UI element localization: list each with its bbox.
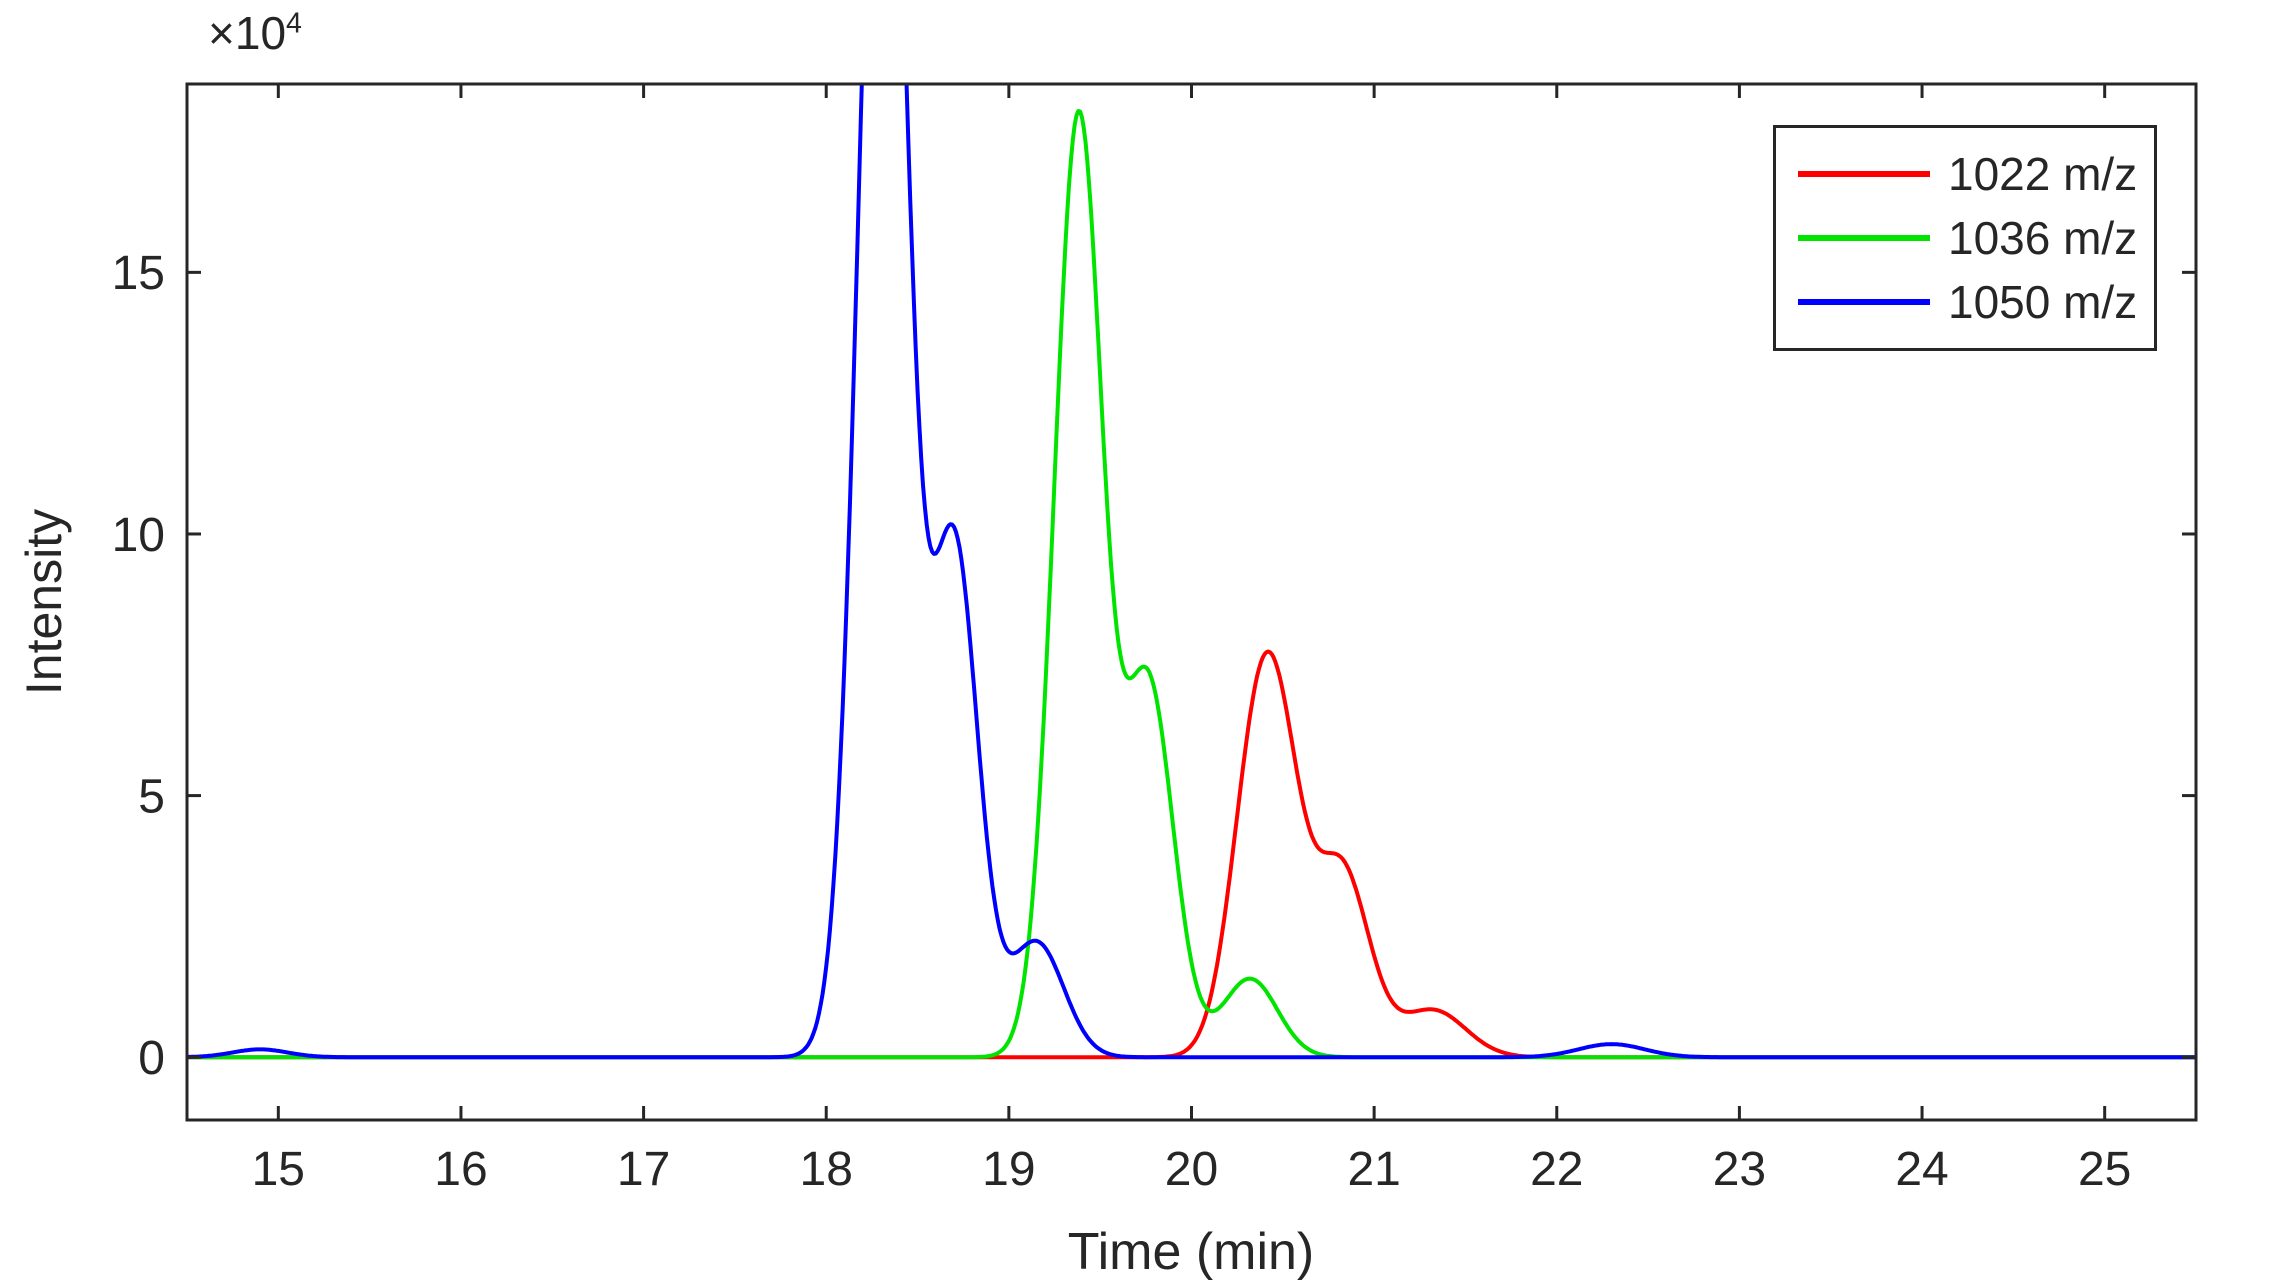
x-tick-label: 17 [617,1143,670,1196]
y-tick-label: 15 [112,247,165,300]
x-tick-label: 25 [2078,1143,2131,1196]
x-tick-label: 19 [982,1143,1035,1196]
y-tick-label: 10 [112,509,165,562]
legend-entry: 1022 m/z [1798,142,2154,206]
legend-box: 1022 m/z 1036 m/z 1050 m/z [1773,125,2157,351]
legend-entry: 1050 m/z [1798,270,2154,334]
x-axis-label: Time (min) [1067,1223,1315,1281]
legend-line-sample [1798,171,1930,177]
legend-label: 1050 m/z [1948,276,2138,328]
y-axis-exponent: ×104 [208,6,302,60]
y-tick-label: 0 [138,1032,165,1085]
legend-line-sample [1798,299,1930,305]
legend-line-sample [1798,235,1930,241]
x-tick-label: 24 [1895,1143,1948,1196]
x-tick-label: 23 [1713,1143,1766,1196]
plot-frame [185,82,2198,1122]
x-tick-label: 20 [1165,1143,1218,1196]
x-tick-label: 16 [434,1143,487,1196]
legend-label: 1022 m/z [1948,148,2138,200]
y-axis-label: Intensity [16,508,72,696]
series-line-1050-m-z [187,84,2196,1060]
series-group [187,84,2196,1060]
legend-entry: 1036 m/z [1798,206,2154,270]
x-tick-label: 15 [252,1143,305,1196]
exponent-power: 4 [286,7,302,40]
x-tick-label: 18 [800,1143,853,1196]
legend-label: 1036 m/z [1948,212,2138,264]
x-tick-label: 22 [1530,1143,1583,1196]
exponent-base: ×10 [208,7,287,59]
y-tick-label: 5 [138,770,165,823]
x-tick-label: 21 [1347,1143,1400,1196]
